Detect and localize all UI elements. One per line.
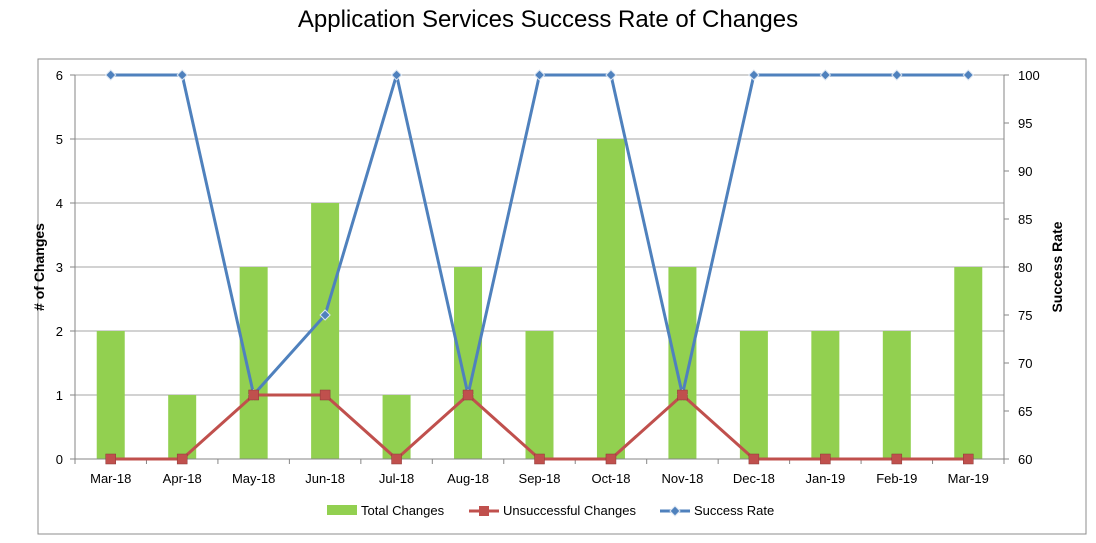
bar-total-changes <box>239 267 268 459</box>
bar-total-changes <box>168 395 197 459</box>
point-success-rate <box>176 69 188 81</box>
x-tick-label: May-18 <box>232 471 275 486</box>
x-tick-label: Jun-18 <box>305 471 345 486</box>
y2-tick-label: 90 <box>1018 164 1032 179</box>
legend-label-success-rate: Success Rate <box>694 503 774 518</box>
y-tick-label: 3 <box>56 260 63 275</box>
y-tick-label: 0 <box>56 452 63 467</box>
chart-border <box>37 58 1087 535</box>
legend: Total Changes Unsuccessful Changes Success… <box>327 503 774 518</box>
point-success-rate <box>748 69 760 81</box>
y-axis-title: # of Changes <box>31 223 47 311</box>
y2-axis-title: Success Rate <box>1049 221 1065 312</box>
point-success-rate <box>962 69 974 81</box>
point-unsuccessful-changes <box>534 453 545 465</box>
point-unsuccessful-changes <box>891 453 903 465</box>
y-tick-label: 6 <box>56 68 63 83</box>
point-success-rate <box>533 69 546 81</box>
bar-total-changes <box>525 331 554 459</box>
point-success-rate <box>605 69 617 81</box>
x-tick-label: Dec-18 <box>733 471 775 486</box>
bar-total-changes <box>311 203 340 459</box>
point-success-rate <box>819 69 832 81</box>
y-tick-label: 1 <box>56 388 63 403</box>
y2-tick-label: 95 <box>1018 116 1032 131</box>
x-tick-label: Oct-18 <box>591 471 630 486</box>
point-success-rate <box>319 309 331 321</box>
y2-tick-label: 65 <box>1018 404 1032 419</box>
bar-series <box>96 139 983 459</box>
legend-swatch-total-changes <box>327 505 357 515</box>
bar-total-changes <box>739 331 768 459</box>
chart-title: Application Services Success Rate of Cha… <box>297 6 799 33</box>
x-tick-label: Jan-19 <box>805 471 845 486</box>
bar-total-changes <box>382 395 411 459</box>
point-unsuccessful-changes <box>462 389 474 401</box>
y2-tick-label: 70 <box>1018 356 1032 371</box>
point-success-rate <box>390 69 403 81</box>
point-unsuccessful-changes <box>176 453 188 465</box>
y2-tick-label: 80 <box>1018 260 1032 275</box>
x-tick-label: Mar-19 <box>948 471 989 486</box>
bar-total-changes <box>882 331 911 459</box>
x-tick-label: Jul-18 <box>379 471 414 486</box>
bar-total-changes <box>454 267 483 459</box>
point-unsuccessful-changes <box>105 453 116 465</box>
y2-tick-label: 85 <box>1018 212 1032 227</box>
line-series <box>105 69 974 465</box>
point-unsuccessful-changes <box>248 389 259 401</box>
point-success-rate <box>891 69 903 81</box>
bar-total-changes <box>954 267 983 459</box>
y2-tick-label: 100 <box>1018 68 1040 83</box>
x-tick-label: Mar-18 <box>90 471 131 486</box>
point-unsuccessful-changes <box>605 453 617 465</box>
y-tick-label: 2 <box>56 324 63 339</box>
y2-tick-label: 60 <box>1018 452 1032 467</box>
legend-label-unsuccessful-changes: Unsuccessful Changes <box>503 503 636 518</box>
point-unsuccessful-changes <box>963 453 974 465</box>
point-unsuccessful-changes <box>319 389 331 401</box>
point-unsuccessful-changes <box>748 453 760 465</box>
x-tick-label: Aug-18 <box>447 471 489 486</box>
legend-label-total-changes: Total Changes <box>361 503 445 518</box>
x-tick-label: Nov-18 <box>661 471 703 486</box>
bar-total-changes <box>668 267 697 459</box>
point-unsuccessful-changes <box>820 453 831 465</box>
point-success-rate <box>105 69 117 81</box>
x-tick-label: Sep-18 <box>519 471 561 486</box>
tick-labels: 0 1 2 3 4 5 6 60 65 70 75 80 85 90 95 100 Mar-18 Apr-18 Ma… <box>56 68 1040 486</box>
legend-marker-success-rate <box>669 505 681 517</box>
bar-total-changes <box>596 139 625 459</box>
y-tick-label: 5 <box>56 132 63 147</box>
bar-total-changes <box>811 331 840 459</box>
point-unsuccessful-changes <box>677 389 688 401</box>
y2-tick-label: 75 <box>1018 308 1032 323</box>
bar-total-changes <box>96 331 125 459</box>
y-tick-label: 4 <box>56 196 63 211</box>
legend-marker-unsuccessful-changes <box>479 506 489 516</box>
point-unsuccessful-changes <box>391 453 402 465</box>
x-tick-label: Feb-19 <box>876 471 917 486</box>
x-tick-label: Apr-18 <box>163 471 202 486</box>
